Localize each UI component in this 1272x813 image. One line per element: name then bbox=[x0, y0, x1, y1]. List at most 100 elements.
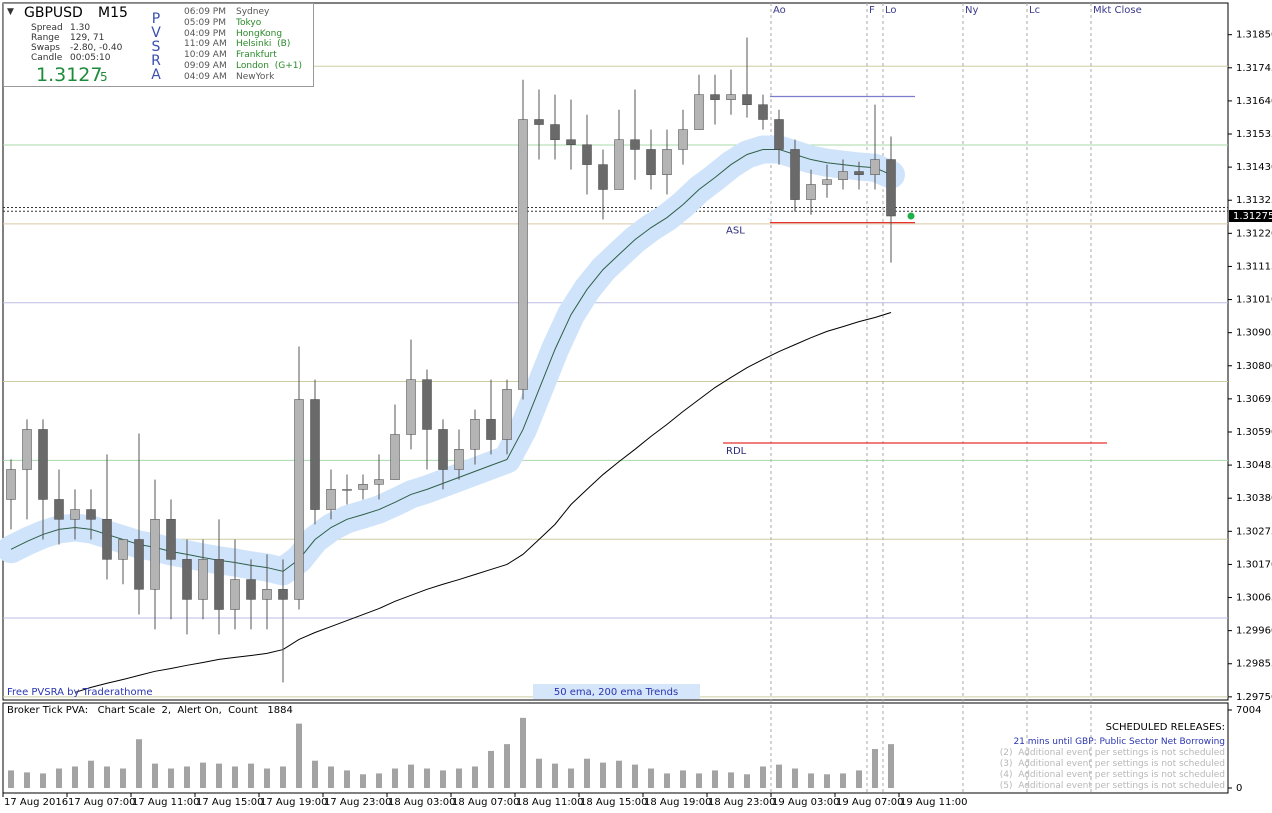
y-tick-label: 1.31430 bbox=[1236, 162, 1272, 173]
volume-bar bbox=[40, 773, 46, 788]
candle-body bbox=[550, 124, 560, 140]
volume-bar bbox=[344, 770, 350, 788]
candle-body bbox=[470, 419, 480, 450]
candle-body bbox=[454, 449, 464, 470]
volume-bar bbox=[24, 772, 30, 788]
session-label: Ao bbox=[773, 5, 786, 16]
volume-bar bbox=[184, 766, 190, 788]
candle-body bbox=[630, 139, 640, 150]
price: 1.3127 bbox=[36, 64, 103, 86]
candle-body bbox=[774, 119, 784, 150]
volume-bar bbox=[360, 774, 366, 788]
volume-bar bbox=[248, 763, 254, 788]
session-time: 06:09 PM bbox=[184, 7, 226, 17]
x-tick-label: 19 Aug 11:00 bbox=[900, 797, 967, 808]
volume-bar bbox=[56, 768, 62, 788]
volume-bar bbox=[216, 763, 222, 788]
volume-bar bbox=[840, 773, 846, 788]
volume-bar bbox=[504, 744, 510, 788]
volume-bar bbox=[8, 770, 14, 788]
y-tick-label: 1.31640 bbox=[1236, 96, 1272, 107]
y-tick-label: 1.29750 bbox=[1236, 692, 1272, 703]
price-tag-label: 1.31275 bbox=[1233, 211, 1272, 222]
volume-bar bbox=[424, 768, 430, 788]
candle-body bbox=[678, 129, 688, 150]
session-label: F bbox=[869, 5, 875, 16]
candle-body bbox=[6, 469, 16, 500]
volume-bar bbox=[760, 766, 766, 788]
x-tick-label: 18 Aug 19:00 bbox=[644, 797, 711, 808]
volume-bar bbox=[120, 768, 126, 788]
candle-body bbox=[662, 149, 672, 175]
candle-body bbox=[134, 539, 144, 590]
volume-title: Broker Tick PVA: Chart Scale 2, Alert On… bbox=[7, 705, 293, 716]
session-label: Ny bbox=[965, 5, 978, 16]
y-tick-label: 1.29855 bbox=[1236, 659, 1272, 670]
candle-body bbox=[758, 104, 768, 120]
volume-bar bbox=[872, 749, 878, 788]
x-tick-label: 18 Aug 11:00 bbox=[516, 797, 583, 808]
note-box bbox=[533, 684, 700, 699]
session-time: 11:09 AM bbox=[184, 39, 227, 50]
volume-bar bbox=[440, 770, 446, 788]
session-label: Mkt Close bbox=[1093, 5, 1142, 16]
releases-item: (5) Additional event per settings is not… bbox=[999, 781, 1225, 791]
candle-body bbox=[438, 429, 448, 470]
session-time: 04:09 PM bbox=[184, 28, 226, 39]
volume-bar bbox=[152, 763, 158, 788]
volume-bar bbox=[280, 766, 286, 788]
candle-body bbox=[518, 119, 528, 390]
x-tick-label: 19 Aug 07:00 bbox=[836, 797, 903, 808]
candle-body bbox=[326, 489, 336, 510]
price-tail: 5 bbox=[100, 70, 108, 84]
releases-item: (3) Additional event per settings is not… bbox=[999, 759, 1225, 769]
ema-line bbox=[74, 312, 892, 693]
volume-tick-label: 7004 bbox=[1236, 705, 1261, 716]
candle-body bbox=[230, 579, 240, 610]
session-label: Lc bbox=[1029, 5, 1040, 16]
key-level-label: RDL bbox=[726, 446, 747, 457]
volume-bar bbox=[376, 773, 382, 788]
volume-bar bbox=[824, 774, 830, 788]
x-tick-label: 17 Aug 23:00 bbox=[324, 797, 391, 808]
timeframe: M15 bbox=[98, 5, 128, 21]
indicator-label: PVSRA bbox=[151, 11, 161, 83]
volume-bar bbox=[232, 766, 238, 788]
y-tick-label: 1.30905 bbox=[1236, 328, 1272, 339]
x-tick-label: 18 Aug 23:00 bbox=[708, 797, 775, 808]
x-tick-label: 19 Aug 03:00 bbox=[772, 797, 839, 808]
candle-body bbox=[614, 139, 624, 190]
y-tick-label: 1.30170 bbox=[1236, 559, 1272, 570]
candle-body bbox=[406, 379, 416, 435]
session-name: NewYork bbox=[236, 71, 275, 82]
candle-body bbox=[118, 539, 128, 560]
price-dot bbox=[907, 212, 915, 220]
volume-bar bbox=[408, 764, 414, 788]
volume-bar bbox=[568, 768, 574, 788]
volume-bar bbox=[392, 768, 398, 788]
volume-bar bbox=[552, 763, 558, 788]
volume-bar bbox=[648, 768, 654, 788]
menu-arrow[interactable]: ▼ bbox=[7, 7, 14, 17]
x-tick-label: 18 Aug 15:00 bbox=[580, 797, 647, 808]
volume-bar bbox=[680, 770, 686, 788]
session-name: Helsinki (B) bbox=[236, 39, 291, 50]
y-tick-label: 1.31745 bbox=[1236, 63, 1272, 74]
ema-line bbox=[10, 148, 892, 572]
volume-bar bbox=[104, 766, 110, 788]
candle-body bbox=[502, 389, 512, 440]
y-tick-label: 1.30800 bbox=[1236, 361, 1272, 372]
y-tick-label: 1.30065 bbox=[1236, 593, 1272, 604]
candle-body bbox=[710, 94, 720, 100]
candle-body bbox=[726, 94, 736, 100]
candle-body bbox=[102, 519, 112, 560]
key-level-label: ASL bbox=[726, 226, 745, 237]
candle-body bbox=[870, 159, 880, 175]
stat-value: 00:05:10 bbox=[70, 53, 111, 63]
session-name: HongKong bbox=[236, 28, 283, 39]
y-tick-label: 1.31115 bbox=[1236, 261, 1272, 272]
volume-bar bbox=[616, 760, 622, 788]
x-tick-label: 17 Aug 15:00 bbox=[196, 797, 263, 808]
volume-bar bbox=[792, 768, 798, 788]
